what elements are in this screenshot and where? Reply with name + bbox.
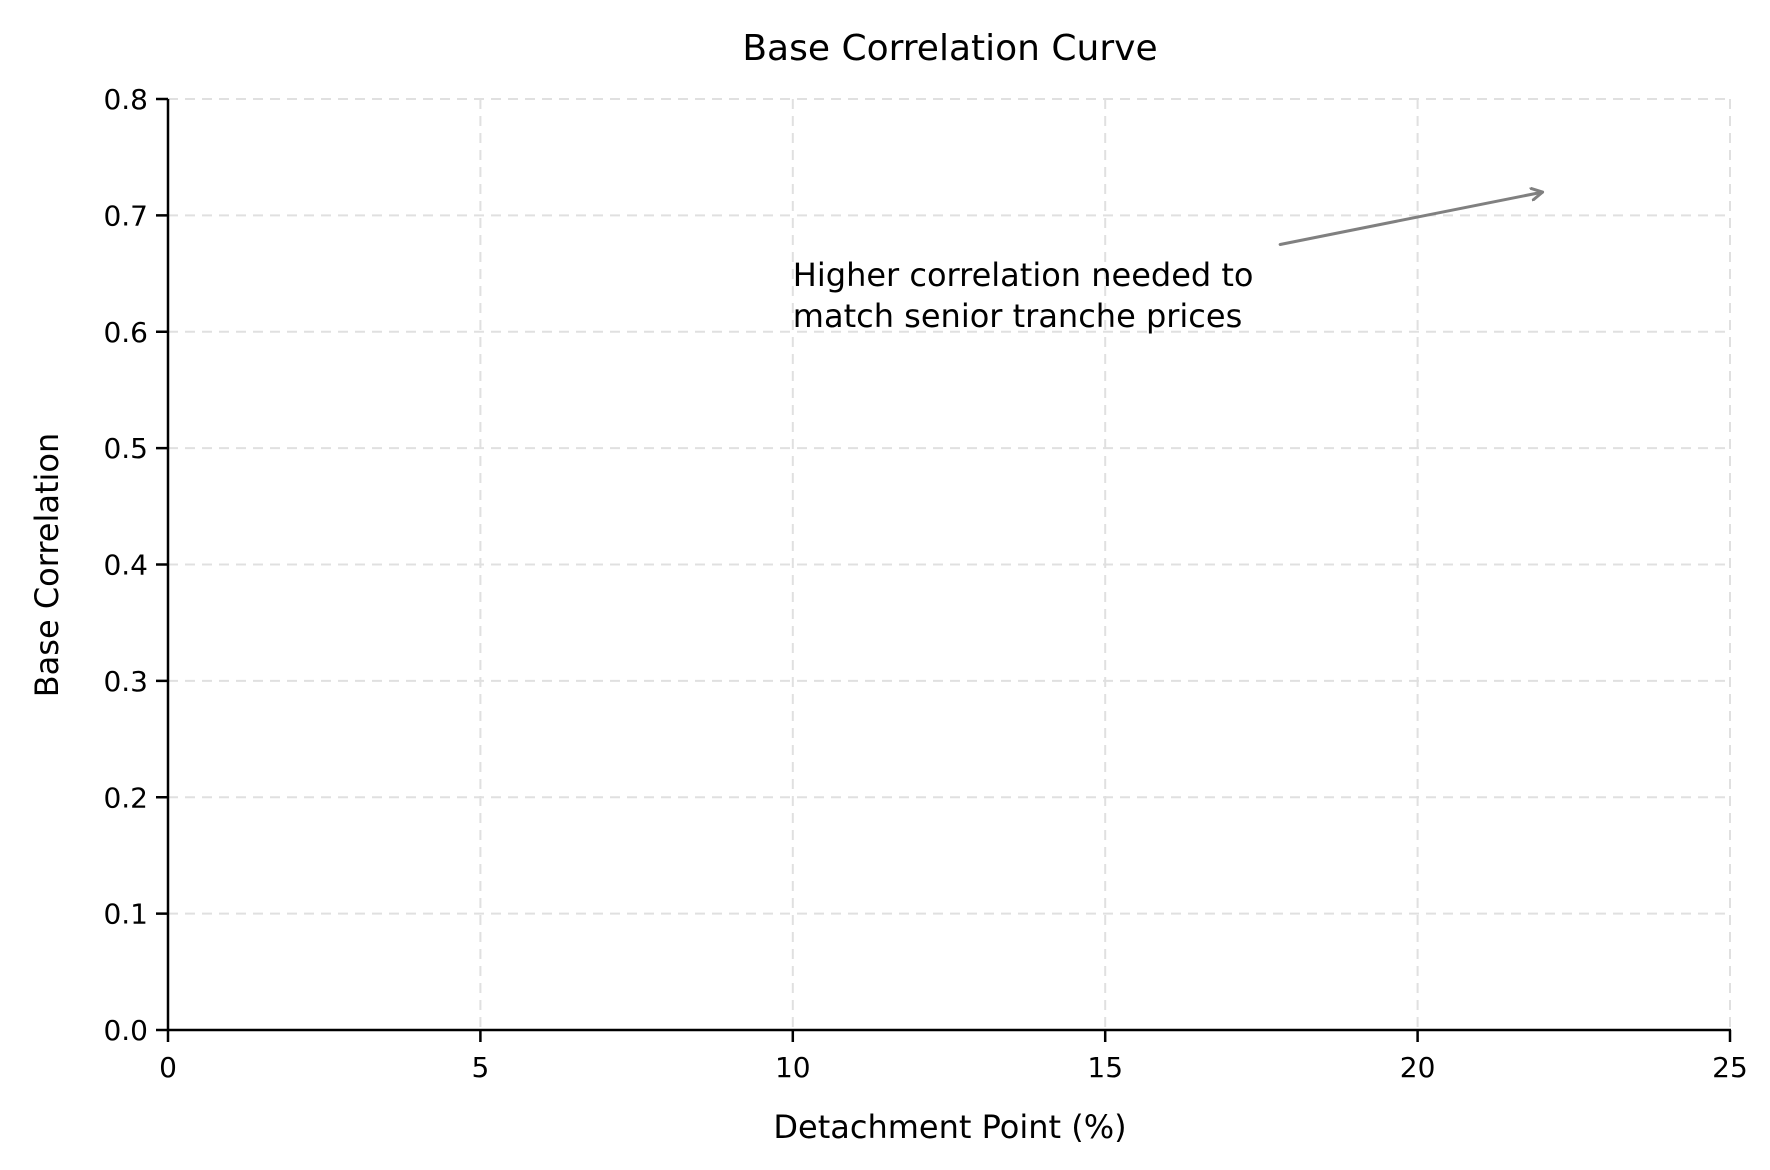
annotation: Higher correlation needed to match senio… bbox=[793, 192, 1545, 335]
y-tick-label: 0.8 bbox=[103, 83, 148, 116]
annotation-line-2: match senior tranche prices bbox=[793, 297, 1242, 335]
annotation-line-1: Higher correlation needed to bbox=[793, 256, 1254, 294]
annotation-arrow-icon bbox=[1278, 192, 1545, 246]
x-axis-ticks: 0 5 10 15 20 25 bbox=[159, 1030, 1748, 1084]
x-tick-label: 0 bbox=[159, 1051, 177, 1084]
x-tick-label: 10 bbox=[775, 1051, 811, 1084]
x-tick-label: 20 bbox=[1400, 1051, 1436, 1084]
y-axis-label: Base Correlation bbox=[28, 433, 66, 698]
y-tick-label: 0.4 bbox=[103, 549, 148, 582]
x-tick-label: 5 bbox=[471, 1051, 489, 1084]
y-tick-label: 0.5 bbox=[103, 432, 148, 465]
x-tick-label: 15 bbox=[1087, 1051, 1123, 1084]
y-tick-label: 0.1 bbox=[103, 898, 148, 931]
chart-title: Base Correlation Curve bbox=[742, 28, 1157, 69]
y-tick-label: 0.0 bbox=[103, 1014, 148, 1047]
y-axis-ticks: 0.0 0.1 0.2 0.3 0.4 0.5 0.6 0.7 0.8 bbox=[103, 83, 168, 1047]
y-tick-label: 0.2 bbox=[103, 781, 148, 814]
y-tick-label: 0.7 bbox=[103, 199, 148, 232]
x-axis-label: Detachment Point (%) bbox=[773, 1108, 1126, 1146]
y-tick-label: 0.3 bbox=[103, 665, 148, 698]
grid-lines bbox=[167, 98, 1731, 1031]
y-tick-label: 0.6 bbox=[103, 316, 148, 349]
x-tick-label: 25 bbox=[1712, 1051, 1748, 1084]
